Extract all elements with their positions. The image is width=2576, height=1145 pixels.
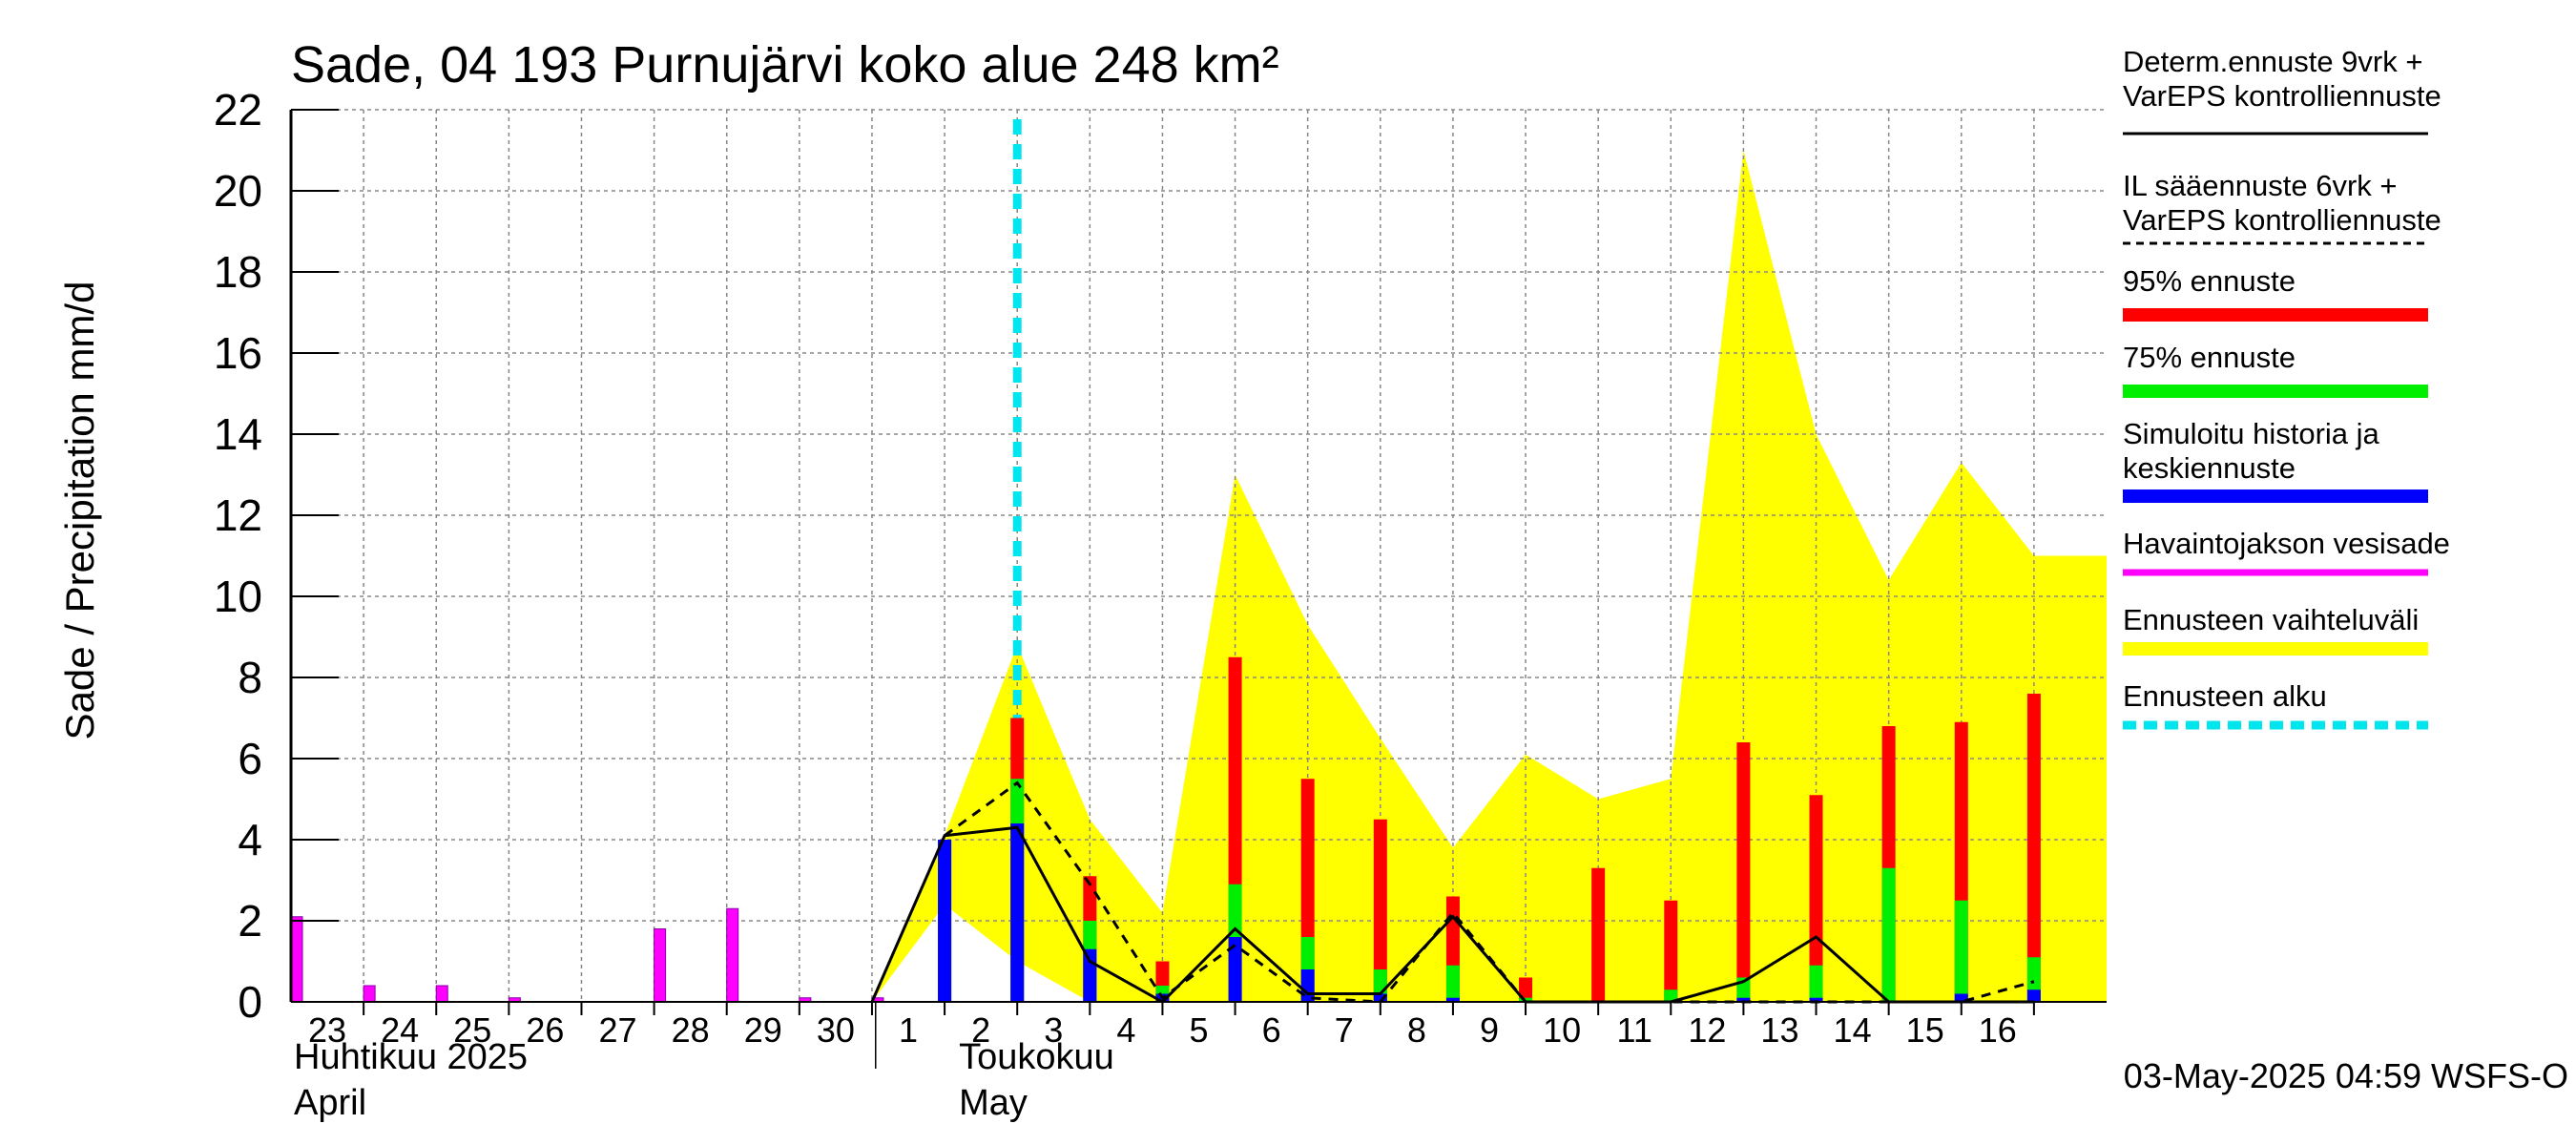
p75-bar (1954, 900, 1968, 1002)
legend-label: Determ.ennuste 9vrk + (2123, 45, 2422, 78)
y-tick-label: 6 (238, 734, 262, 783)
footer-timestamp: 03-May-2025 04:59 WSFS-O (2124, 1056, 2568, 1095)
x-tick-label: 5 (1189, 1010, 1208, 1050)
p75-bar (1664, 989, 1678, 1002)
simulated-mean-bar (1010, 823, 1025, 1002)
y-tick-label: 10 (214, 572, 262, 621)
p75-bar (1445, 965, 1460, 1002)
y-tick-label: 20 (214, 166, 262, 216)
x-tick-label: 29 (744, 1010, 782, 1050)
x-tick-label: 7 (1335, 1010, 1354, 1050)
simulated-mean-bar (1809, 997, 1823, 1002)
x-tick-label: 13 (1760, 1010, 1798, 1050)
p95-bar (1591, 867, 1606, 1002)
simulated-mean-bar (2026, 989, 2041, 1002)
legend-label: Havaintojakson vesisade (2123, 527, 2450, 560)
p75-bar (1881, 867, 1896, 1002)
month-label: Huhtikuu 2025 (294, 1037, 528, 1077)
observed-bar (726, 907, 739, 1003)
y-tick-label: 18 (214, 247, 262, 297)
y-tick-label: 14 (214, 409, 262, 459)
y-tick-label: 16 (214, 328, 262, 378)
legend-label: keskiennuste (2123, 451, 2296, 485)
y-tick-label: 22 (214, 85, 262, 135)
p95-bar (2026, 694, 2041, 1002)
x-tick-label: 3 (1044, 1010, 1063, 1050)
legend-label: 95% ennuste (2123, 264, 2296, 298)
x-tick-label: 10 (1543, 1010, 1581, 1050)
x-tick-label: 30 (817, 1010, 855, 1050)
x-tick-label: 15 (1906, 1010, 1944, 1050)
forecast-range-polygon (871, 150, 2108, 1002)
legend-label: IL sääennuste 6vrk + (2123, 169, 2398, 202)
p75-bar (1809, 965, 1823, 1002)
x-tick-label: 14 (1834, 1010, 1872, 1050)
x-tick-label: 1 (899, 1010, 918, 1050)
y-tick-label: 4 (238, 815, 262, 864)
month-label-en: April (294, 1083, 366, 1123)
x-tick-label: 24 (381, 1010, 419, 1050)
legend-label: 75% ennuste (2123, 341, 2296, 374)
month-label-en: May (959, 1083, 1028, 1123)
x-tick-label: 27 (599, 1010, 637, 1050)
x-tick-label: 8 (1407, 1010, 1426, 1050)
y-tick-label: 12 (214, 490, 262, 540)
forecast-range-area (871, 150, 2108, 1002)
x-tick-label: 2 (971, 1010, 990, 1050)
simulated-mean-bar (938, 840, 952, 1002)
observed-bar (654, 928, 667, 1003)
x-tick-label: 6 (1262, 1010, 1281, 1050)
simulated-mean-bar (1373, 993, 1387, 1002)
legend-label: Simuloitu historia ja (2123, 417, 2380, 450)
observed-bar (290, 916, 303, 1003)
determ-forecast-line (870, 825, 2034, 1004)
y-tick-label: 8 (238, 653, 262, 702)
x-tick-label: 25 (453, 1010, 491, 1050)
x-tick-label: 9 (1480, 1010, 1499, 1050)
month-label: Toukokuu (959, 1037, 1114, 1077)
y-tick-label: 0 (238, 977, 262, 1027)
x-tick-label: 26 (526, 1010, 564, 1050)
simulated-mean-bar (1445, 997, 1460, 1002)
legend-label: VarEPS kontrolliennuste (2123, 203, 2441, 237)
simulated-mean-bar (1228, 937, 1242, 1002)
simulated-mean-bar (1736, 997, 1751, 1002)
x-tick-label: 11 (1617, 1010, 1652, 1050)
observed-bar (363, 985, 376, 1003)
p95-bar (1736, 742, 1751, 1002)
legend-label: Ennusteen alku (2123, 679, 2327, 713)
simulated-mean-bar (1083, 948, 1097, 1002)
p95-bar (1809, 795, 1823, 1002)
y-tick-label: 2 (238, 896, 262, 946)
x-tick-label: 4 (1116, 1010, 1135, 1050)
legend-label: Ennusteen vaihteluväli (2123, 603, 2419, 636)
axes (289, 109, 2107, 1069)
legend-label: VarEPS kontrolliennuste (2123, 79, 2441, 113)
x-tick-label: 23 (308, 1010, 346, 1050)
x-tick-label: 16 (1979, 1010, 2017, 1050)
x-tick-label: 12 (1688, 1010, 1726, 1050)
observed-bar (435, 985, 448, 1003)
p95-bar (1664, 900, 1678, 1002)
simulated-mean-bar (1954, 993, 1968, 1002)
y-axis-label: Sade / Precipitation mm/d (57, 281, 102, 740)
legend: Determ.ennuste 9vrk +VarEPS kontrollienn… (2123, 45, 2450, 730)
chart-title: Sade, 04 193 Purnujärvi koko alue 248 km… (291, 36, 1279, 94)
p95-bar (1373, 819, 1387, 1002)
x-tick-label: 28 (672, 1010, 710, 1050)
bars (290, 656, 2041, 1003)
